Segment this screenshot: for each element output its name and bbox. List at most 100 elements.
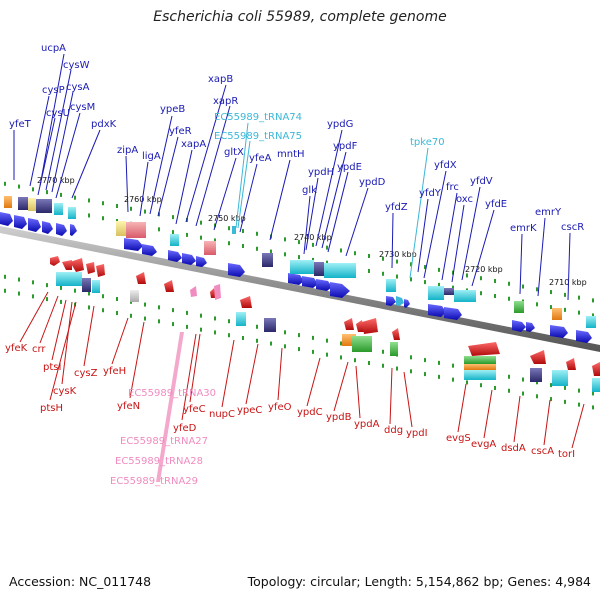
- gene-label: emrK: [510, 223, 537, 234]
- map-title: Escherichia coli 55989, complete genome: [153, 9, 447, 25]
- tick-dash: [536, 302, 538, 307]
- gene-block: [592, 378, 600, 392]
- tick-dash: [424, 280, 426, 285]
- gene-label: frc: [446, 182, 459, 193]
- tick-dash: [466, 380, 468, 385]
- leader-line: [303, 195, 311, 255]
- tick-dash: [60, 285, 62, 290]
- gene-arrow: [96, 264, 105, 277]
- tick-dash: [466, 273, 468, 278]
- gene-arrow: [512, 320, 526, 332]
- gene-label: ypdD: [359, 177, 386, 188]
- gene-label: yfdY: [419, 188, 442, 199]
- tick-dash: [508, 388, 510, 393]
- forward-block-row: [4, 196, 596, 328]
- tick-dash: [186, 310, 188, 315]
- tick-dash: [186, 324, 188, 329]
- gene-arrow: [0, 212, 13, 226]
- gene-label: yfdX: [434, 160, 457, 171]
- gene-label: gltX: [224, 147, 244, 158]
- tick-dash: [312, 335, 314, 340]
- leader-line: [39, 295, 59, 344]
- gene-block: [28, 198, 36, 211]
- tick-dash: [536, 380, 538, 385]
- gene-label: xapB: [208, 74, 233, 85]
- tick-dash: [228, 319, 230, 324]
- gene-block: [92, 280, 100, 293]
- trna-mark: [214, 284, 221, 300]
- tick-dash: [18, 184, 20, 189]
- gene-label: torI: [558, 449, 575, 460]
- gene-arrow: [62, 260, 72, 270]
- leader-line: [39, 53, 65, 187]
- gene-label: cysW: [63, 60, 90, 71]
- gene-arrow: [124, 238, 143, 251]
- leader-line: [441, 192, 458, 281]
- leader-line: [457, 383, 467, 433]
- gene-label: yfeH: [103, 366, 126, 377]
- tick-dash: [298, 333, 300, 338]
- tick-dash: [116, 297, 118, 302]
- gene-block: [4, 196, 12, 208]
- leader-line: [567, 232, 571, 301]
- leader-line: [175, 149, 193, 225]
- trna-label: EC55989_tRNA29: [110, 476, 198, 487]
- leader-line: [129, 321, 145, 399]
- tick-dash: [438, 374, 440, 379]
- tick-dash: [354, 358, 356, 363]
- tick-dash: [396, 366, 398, 371]
- gene-label: ypdC: [297, 407, 323, 418]
- tick-dash: [172, 308, 174, 313]
- gene-label: mntH: [277, 149, 305, 160]
- gene-label: xapR: [213, 96, 238, 107]
- gene-block: [126, 222, 146, 238]
- tick-dash: [550, 383, 552, 388]
- leader-line: [391, 212, 394, 269]
- gene-block: [116, 221, 126, 236]
- kbp-label: 2750 kbp: [208, 214, 246, 223]
- tick-dash: [200, 235, 202, 240]
- gene-label: yfeD: [173, 423, 197, 434]
- gene-block: [352, 336, 372, 352]
- gene-arrow: [526, 322, 535, 332]
- tick-dash: [494, 385, 496, 390]
- reverse-block-row: [56, 272, 600, 392]
- tick-dash: [60, 192, 62, 197]
- tick-dash: [228, 333, 230, 338]
- tick-dash: [536, 394, 538, 399]
- gene-label: yfdE: [485, 199, 507, 210]
- tick-dash: [578, 388, 580, 393]
- leader-line: [49, 301, 77, 401]
- leader-line: [185, 84, 227, 223]
- trna-label: EC55989_tRNA75: [214, 131, 302, 142]
- leader-line: [513, 395, 521, 443]
- tick-dash: [578, 295, 580, 300]
- gene-block: [386, 279, 396, 292]
- tick-dash: [382, 271, 384, 276]
- tick-dash: [312, 242, 314, 247]
- tick-dash: [4, 274, 6, 279]
- tick-dash: [74, 195, 76, 200]
- tick-dash: [368, 360, 370, 365]
- tick-dash: [284, 252, 286, 257]
- trna-leader-band: [156, 332, 184, 482]
- forward-trna-marks: [232, 226, 404, 306]
- tick-dash: [200, 327, 202, 332]
- leader-line: [195, 105, 231, 227]
- gene-label: yfeN: [117, 401, 140, 412]
- gene-block: [464, 364, 496, 370]
- gene-label: yfdZ: [385, 202, 408, 213]
- gene-block: [82, 278, 91, 292]
- gene-label: ypeC: [237, 405, 262, 416]
- tick-dash: [326, 245, 328, 250]
- trna-mark: [232, 226, 236, 234]
- leader-line: [519, 233, 523, 295]
- tick-dash: [214, 330, 216, 335]
- trna-label: EC55989_tRNA30: [128, 388, 216, 399]
- forward-gene-labels: ucpA cysW cysA cysP cysU cysM yfeT pdxK …: [9, 43, 584, 234]
- gene-block: [552, 308, 562, 320]
- leader-line: [461, 186, 481, 281]
- gene-label: glk: [302, 185, 317, 196]
- kbp-label: 2770 kbp: [37, 176, 75, 185]
- tick-dash: [172, 322, 174, 327]
